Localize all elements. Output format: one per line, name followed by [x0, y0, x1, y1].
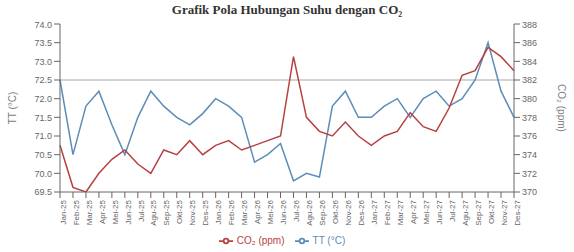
- svg-text:Apr-25: Apr-25: [98, 199, 107, 224]
- svg-text:Okt-26: Okt-26: [331, 199, 340, 224]
- svg-text:Des-27: Des-27: [513, 199, 522, 225]
- svg-text:CO₂ (ppm): CO₂ (ppm): [556, 84, 566, 132]
- svg-text:Agu-25: Agu-25: [149, 199, 158, 225]
- svg-text:Mar-26: Mar-26: [240, 199, 249, 225]
- svg-text:Mei-25: Mei-25: [111, 199, 120, 224]
- svg-text:73.0: 73.0: [34, 57, 52, 67]
- svg-text:372: 372: [522, 169, 537, 179]
- svg-text:Jan-27: Jan-27: [370, 199, 379, 224]
- svg-text:Jul-25: Jul-25: [137, 199, 146, 221]
- svg-text:73.5: 73.5: [34, 38, 52, 48]
- svg-text:71.5: 71.5: [34, 113, 52, 123]
- svg-text:Mei-26: Mei-26: [266, 199, 275, 224]
- svg-text:Jul-27: Jul-27: [448, 199, 457, 221]
- html-text:Grafik Pola Hubungan Suhu deng: Grafik Pola Hubungan Suhu dengan CO₂: [171, 2, 403, 17]
- svg-text:Des-26: Des-26: [357, 199, 366, 225]
- svg-text:Feb-27: Feb-27: [383, 199, 392, 225]
- svg-text:74.0: 74.0: [34, 20, 52, 30]
- svg-text:Jun-27: Jun-27: [435, 199, 444, 224]
- svg-text:Nov-26: Nov-26: [344, 199, 353, 225]
- svg-text:Jan-26: Jan-26: [214, 199, 223, 224]
- svg-text:Nov-27: Nov-27: [500, 199, 509, 225]
- svg-text:70.0: 70.0: [34, 169, 52, 179]
- svg-text:TT (°C): TT (°C): [8, 92, 18, 125]
- svg-text:Feb-26: Feb-26: [227, 199, 236, 225]
- svg-text:69.5: 69.5: [34, 187, 52, 197]
- svg-text:Apr-26: Apr-26: [253, 199, 262, 224]
- svg-text:Jun-26: Jun-26: [279, 199, 288, 224]
- svg-text:Agu-26: Agu-26: [305, 199, 314, 225]
- svg-text:72.5: 72.5: [34, 75, 52, 85]
- svg-text:380: 380: [522, 94, 537, 104]
- svg-text:71.0: 71.0: [34, 131, 52, 141]
- svg-text:378: 378: [522, 113, 537, 123]
- svg-text:Jan-25: Jan-25: [59, 199, 68, 224]
- html-text:CO₂ (ppm): CO₂ (ppm): [236, 234, 285, 246]
- svg-text:72.0: 72.0: [34, 94, 52, 104]
- svg-text:Okt-27: Okt-27: [487, 199, 496, 224]
- svg-text:370: 370: [522, 187, 537, 197]
- svg-text:Agu-27: Agu-27: [461, 199, 470, 225]
- svg-text:Feb-25: Feb-25: [72, 199, 81, 225]
- svg-text:382: 382: [522, 75, 537, 85]
- svg-text:Jun-25: Jun-25: [124, 199, 133, 224]
- svg-text:Okt-25: Okt-25: [175, 199, 184, 224]
- svg-text:Jul-26: Jul-26: [292, 199, 301, 221]
- svg-text:386: 386: [522, 38, 537, 48]
- svg-text:Sep-27: Sep-27: [474, 199, 483, 225]
- svg-text:384: 384: [522, 57, 537, 67]
- html-text:TT (°C): TT (°C): [312, 234, 346, 246]
- svg-text:Mei-27: Mei-27: [422, 199, 431, 224]
- svg-text:376: 376: [522, 131, 537, 141]
- svg-text:Sep-26: Sep-26: [318, 199, 327, 225]
- svg-text:374: 374: [522, 150, 537, 160]
- svg-text:Apr-27: Apr-27: [409, 199, 418, 224]
- svg-text:Des-25: Des-25: [201, 199, 210, 225]
- svg-text:Mar-25: Mar-25: [85, 199, 94, 225]
- svg-text:Nov-25: Nov-25: [188, 199, 197, 225]
- svg-text:Mar-27: Mar-27: [396, 199, 405, 225]
- svg-text:70.5: 70.5: [34, 150, 52, 160]
- svg-text:Sep-25: Sep-25: [162, 199, 171, 225]
- svg-text:388: 388: [522, 20, 537, 30]
